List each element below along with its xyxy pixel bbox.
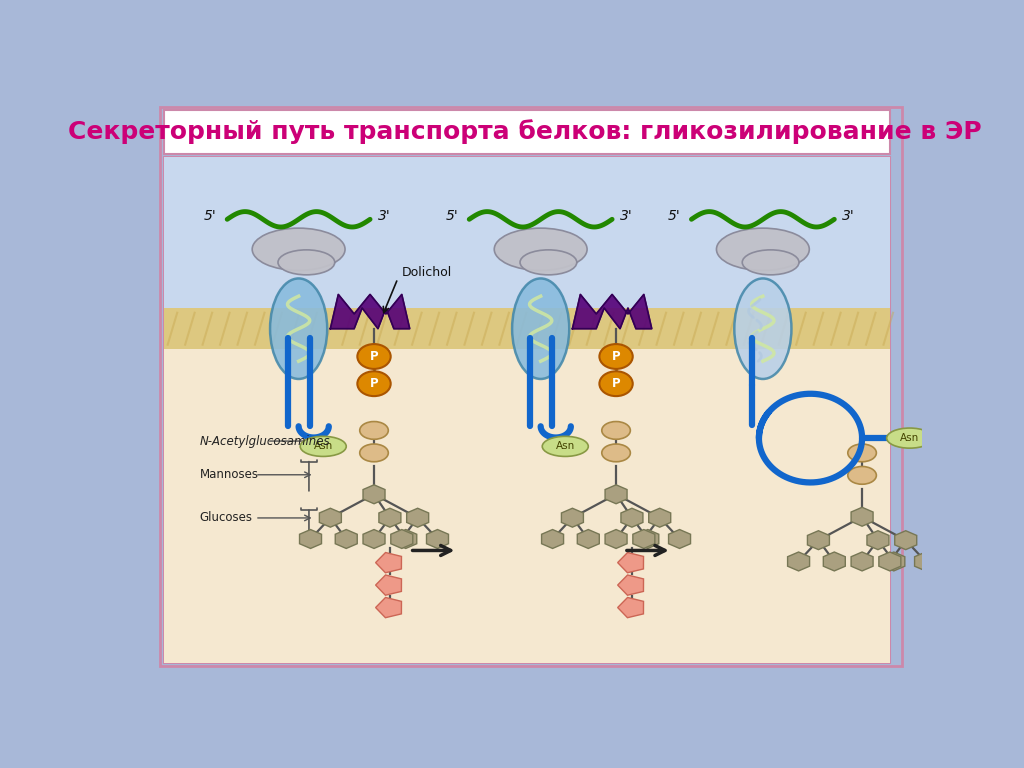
Bar (164, 349, 890, 663)
Polygon shape (331, 294, 410, 329)
Ellipse shape (848, 444, 877, 462)
Ellipse shape (270, 279, 328, 379)
Text: 3': 3' (842, 209, 855, 223)
Ellipse shape (359, 422, 388, 439)
Circle shape (599, 344, 633, 369)
Text: Asn: Asn (556, 442, 574, 452)
Text: 3': 3' (620, 209, 633, 223)
Bar (164, 308, 890, 349)
Circle shape (357, 344, 391, 369)
Ellipse shape (512, 279, 569, 379)
Ellipse shape (734, 279, 792, 379)
Text: Glucoses: Glucoses (200, 511, 253, 525)
Ellipse shape (252, 228, 345, 270)
Text: N-Acetylglucosamines: N-Acetylglucosamines (200, 435, 330, 448)
Text: 3': 3' (378, 209, 391, 223)
Text: P: P (370, 377, 378, 390)
Text: Asn: Asn (900, 433, 920, 443)
Text: 5': 5' (204, 209, 216, 223)
Text: Dolichol: Dolichol (401, 266, 452, 279)
Text: Секреторный путь транспорта белков: гликозилирование в ЭР: Секреторный путь транспорта белков: глик… (68, 119, 982, 144)
Ellipse shape (359, 444, 388, 462)
FancyBboxPatch shape (164, 110, 890, 154)
Ellipse shape (742, 250, 799, 275)
Ellipse shape (602, 422, 631, 439)
Text: P: P (611, 377, 621, 390)
Ellipse shape (887, 428, 933, 449)
Ellipse shape (717, 228, 809, 270)
Text: Mannoses: Mannoses (200, 468, 258, 482)
Text: P: P (370, 350, 378, 363)
FancyBboxPatch shape (164, 157, 890, 663)
Text: Asn: Asn (313, 442, 333, 452)
Text: P: P (611, 350, 621, 363)
Ellipse shape (278, 250, 335, 275)
Text: 5': 5' (668, 209, 680, 223)
Ellipse shape (543, 436, 588, 456)
FancyBboxPatch shape (160, 107, 902, 666)
Ellipse shape (300, 436, 346, 456)
Ellipse shape (520, 250, 577, 275)
Text: 5': 5' (445, 209, 458, 223)
Ellipse shape (848, 466, 877, 485)
Polygon shape (572, 294, 652, 329)
Ellipse shape (602, 444, 631, 462)
Ellipse shape (495, 228, 587, 270)
Circle shape (357, 371, 391, 396)
Circle shape (599, 371, 633, 396)
Bar (164, 157, 890, 308)
